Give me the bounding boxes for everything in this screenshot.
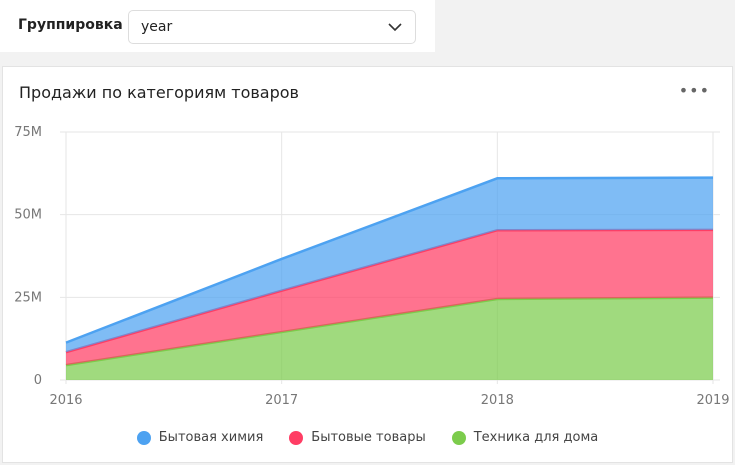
area-Бытовая химия: [66, 177, 713, 353]
grouping-control: Группировка year: [0, 0, 435, 52]
grouping-value: year: [141, 19, 173, 35]
grouping-select[interactable]: year: [128, 10, 416, 44]
legend-marker: [451, 430, 466, 445]
legend-marker: [136, 430, 151, 445]
legend-item[interactable]: Техника для дома: [451, 430, 599, 445]
x-tick-label: 2018: [481, 393, 514, 408]
grouping-label: Группировка: [18, 17, 123, 33]
y-tick-label: 0: [34, 373, 42, 388]
x-tick-label: 2017: [265, 393, 298, 408]
x-tick-label: 2016: [49, 393, 82, 408]
chart-title: Продажи по категориям товаров: [19, 83, 299, 102]
legend-label: Бытовые товары: [311, 430, 426, 445]
more-menu-icon[interactable]: •••: [678, 81, 710, 100]
legend-label: Техника для дома: [473, 430, 599, 445]
legend-label: Бытовая химия: [158, 430, 264, 445]
legend-item[interactable]: Бытовые товары: [289, 430, 426, 445]
area-Бытовые товары: [66, 229, 713, 366]
y-tick-label: 50M: [14, 208, 42, 223]
x-tick-label: 2019: [696, 393, 729, 408]
chart-legend: Бытовая химия Бытовые товары Техника для д…: [0, 430, 735, 445]
area-Техника для дома: [66, 297, 713, 380]
series-line: [65, 176, 714, 344]
legend-item[interactable]: Бытовая химия: [136, 430, 264, 445]
y-tick-label: 25M: [14, 290, 42, 305]
legend-marker: [289, 430, 304, 445]
y-tick-label: 75M: [14, 125, 42, 140]
chevron-down-icon: [388, 23, 402, 32]
